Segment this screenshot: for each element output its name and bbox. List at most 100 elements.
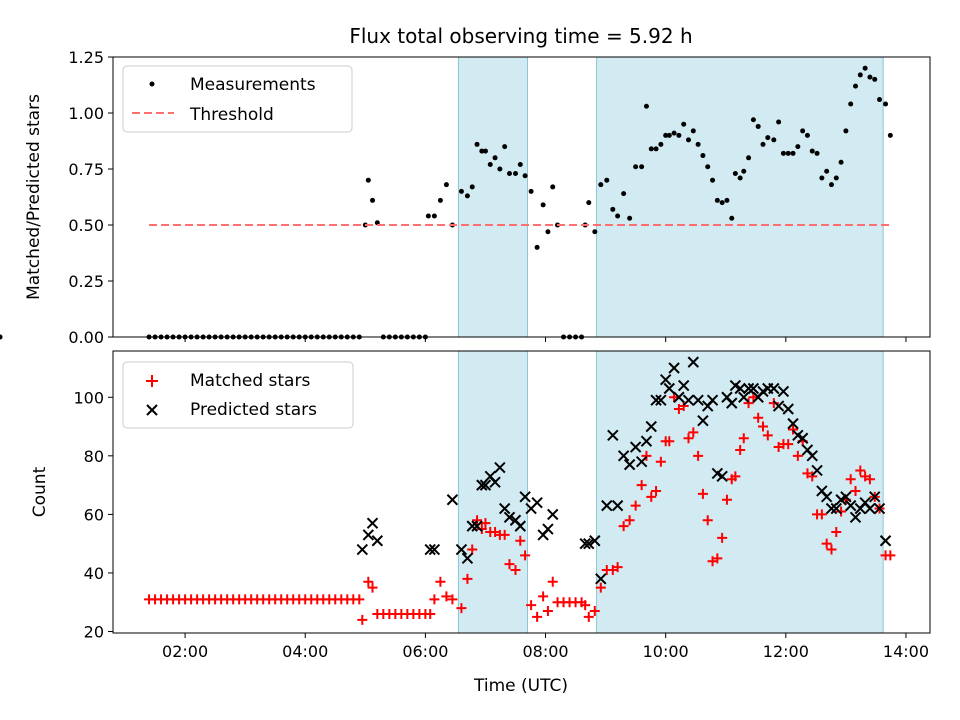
matched-stars-point-55 xyxy=(462,573,473,584)
measurements-point-79 xyxy=(586,200,592,206)
matched-stars-point-39 xyxy=(367,582,378,593)
measurements-point-121 xyxy=(795,144,801,150)
matched-stars-point-84 xyxy=(612,562,623,573)
predicted-stars-point-46 xyxy=(677,379,690,392)
predicted-stars-point-52 xyxy=(706,394,719,406)
matched-stars-point-140 xyxy=(885,550,896,561)
matched-stars-point-94 xyxy=(664,436,675,447)
predicted-stars-point-61 xyxy=(747,382,760,395)
predicted-stars-point-29 xyxy=(589,535,601,547)
measurements-point-89 xyxy=(643,103,649,109)
x-tick-label-6: 12:00 xyxy=(763,642,809,661)
measurements-point-126 xyxy=(819,175,825,181)
matched-stars-point-90 xyxy=(646,491,657,502)
measurements-point-104 xyxy=(714,197,720,203)
predicted-stars-point-43 xyxy=(663,382,675,395)
measurements-point-88 xyxy=(639,164,645,170)
matched-stars-point-70 xyxy=(538,591,549,602)
matched-stars-point-49 xyxy=(425,608,436,619)
matched-stars-point-111 xyxy=(743,398,754,409)
legend-matched-label: Matched stars xyxy=(190,371,310,391)
measurements-point-92 xyxy=(658,141,664,147)
measurements-point-139 xyxy=(883,101,889,107)
predicted-stars-point-66 xyxy=(772,400,785,412)
bottom-y-tick-label-1: 20 xyxy=(84,623,104,642)
predicted-stars-point-13 xyxy=(479,479,492,491)
measurements-point-97 xyxy=(681,121,687,127)
measurements-point-114 xyxy=(760,141,766,147)
matched-stars-point-89 xyxy=(641,450,652,461)
predicted-stars-point-65 xyxy=(768,382,780,395)
matched-stars-point-65 xyxy=(510,565,521,576)
measurements-point-118 xyxy=(780,150,786,156)
predicted-stars-point-78 xyxy=(830,502,842,515)
measurements-point-107 xyxy=(729,215,735,221)
matched-stars-point-97 xyxy=(678,401,689,412)
matched-stars-point-102 xyxy=(702,515,713,526)
measurements-point-125 xyxy=(814,150,820,156)
matched-stars-point-121 xyxy=(792,450,803,461)
matched-stars-point-63 xyxy=(499,529,510,540)
measurements-point-131 xyxy=(843,128,849,134)
top-panel-axes: 0.00 0.25 0.50 0.75 1.00 1.25 xyxy=(68,48,907,347)
matched-stars-point-50 xyxy=(429,594,440,605)
matched-stars-point-64 xyxy=(504,559,515,570)
predicted-stars-point-1 xyxy=(356,543,369,556)
matched-stars-point-106 xyxy=(721,494,732,505)
predicted-stars-point-5 xyxy=(424,543,436,556)
predicted-stars-point-34 xyxy=(617,450,630,462)
legend-predicted-label: Predicted stars xyxy=(190,400,317,420)
predicted-stars-point-12 xyxy=(476,479,488,491)
matched-stars-point-53 xyxy=(447,594,458,605)
matched-stars-point-56 xyxy=(467,544,478,555)
matched-stars-point-98 xyxy=(683,433,694,444)
measurements-point-70 xyxy=(540,202,546,208)
matched-stars-point-51 xyxy=(435,576,446,587)
measurements-point-87 xyxy=(633,164,639,170)
matched-stars-point-68 xyxy=(526,600,537,611)
predicted-stars-point-56 xyxy=(726,397,738,409)
measurements-point-52 xyxy=(443,182,449,188)
matched-stars-point-99 xyxy=(688,427,699,438)
matched-stars-point-37 xyxy=(357,614,368,625)
predicted-stars-point-88 xyxy=(879,535,892,547)
predicted-stars-point-21 xyxy=(519,491,531,503)
measurements-point-115 xyxy=(765,135,771,141)
measurements-point-113 xyxy=(755,123,761,129)
matched-stars-point-124 xyxy=(807,471,818,482)
matched-stars-point-128 xyxy=(826,544,837,555)
measurements-point-102 xyxy=(705,164,711,170)
top-y-tick-label-6: 1.25 xyxy=(68,48,104,67)
measurements-point-103 xyxy=(710,177,716,183)
matched-stars-point-54 xyxy=(456,603,467,614)
matched-stars-point-105 xyxy=(717,532,728,543)
bottom-panel-counts: 02:00 04:00 06:00 08:00 10:00 12:00 14:00 20 40 6… xyxy=(30,350,931,696)
predicted-stars-point-25 xyxy=(542,523,554,535)
matched-stars-point-86 xyxy=(624,515,635,526)
predicted-stars-point-28 xyxy=(583,537,595,550)
measurements-point-80 xyxy=(592,229,598,235)
predicted-stars-point-20 xyxy=(514,520,527,532)
measurements-point-106 xyxy=(724,197,730,203)
matched-stars-point-130 xyxy=(836,506,847,517)
predicted-stars-point-40 xyxy=(650,394,662,406)
measurements-point-98 xyxy=(686,137,692,143)
measurements-point-68 xyxy=(528,188,534,194)
bottom-plot-frame xyxy=(112,350,931,634)
measurements-point-55 xyxy=(464,193,470,199)
matched-stars-point-78 xyxy=(580,600,591,611)
measurements-point-84 xyxy=(615,213,621,219)
predicted-stars-point-82 xyxy=(849,511,862,524)
predicted-stars-point-86 xyxy=(869,491,881,503)
measurements-point-66 xyxy=(517,162,523,168)
x-tick-label-5: 10:00 xyxy=(643,642,689,661)
matched-stars-point-95 xyxy=(669,392,680,403)
measurements-point-109 xyxy=(737,175,743,181)
predicted-stars-point-80 xyxy=(840,491,852,503)
predicted-stars-point-16 xyxy=(494,461,506,474)
measurements-point-124 xyxy=(809,148,815,154)
matched-stars-point-36 xyxy=(354,594,365,605)
predicted-stars-point-18 xyxy=(503,511,516,524)
bottom-legend: Matched stars Predicted stars xyxy=(122,361,354,429)
